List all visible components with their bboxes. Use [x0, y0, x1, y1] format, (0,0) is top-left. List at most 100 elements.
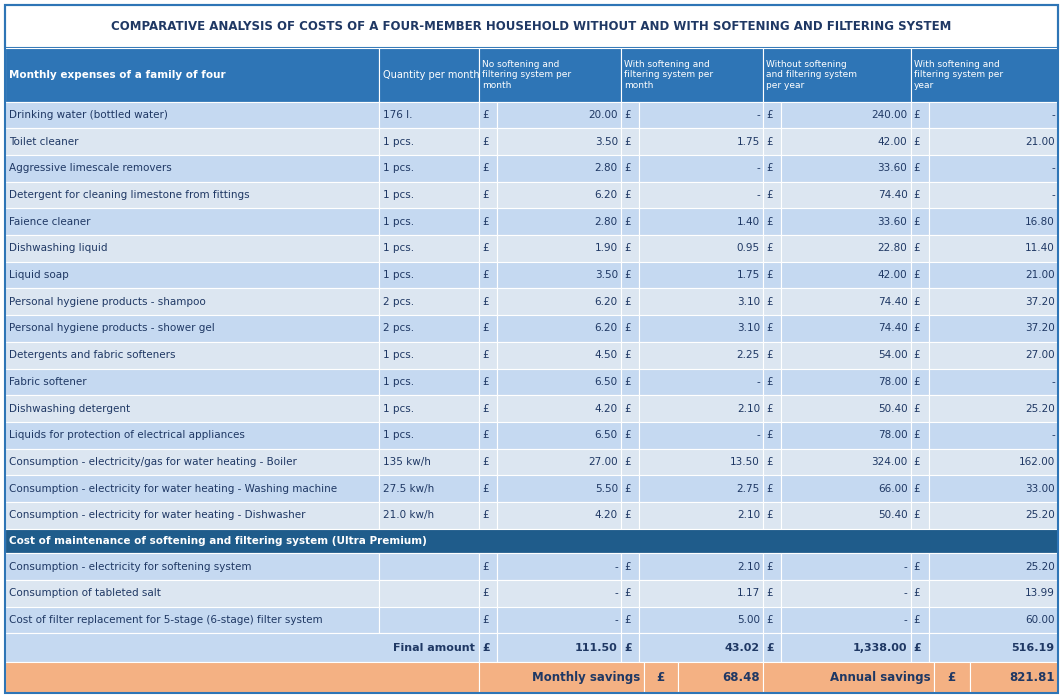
Bar	[781, 262, 911, 288]
Bar	[763, 580, 781, 607]
Text: 1.17: 1.17	[737, 588, 760, 598]
Text: £: £	[482, 110, 489, 120]
Bar	[5, 528, 1058, 554]
Text: Detergent for cleaning limestone from fittings: Detergent for cleaning limestone from fi…	[10, 190, 250, 200]
Bar	[496, 422, 621, 449]
Text: 2 pcs.: 2 pcs.	[383, 297, 415, 306]
Bar	[378, 342, 478, 369]
Bar	[478, 262, 496, 288]
Text: £: £	[624, 403, 630, 413]
Bar	[621, 475, 639, 502]
Text: Faience cleaner: Faience cleaner	[10, 216, 90, 227]
Bar	[5, 208, 378, 235]
Text: Personal hygiene products - shower gel: Personal hygiene products - shower gel	[10, 323, 215, 334]
Bar	[929, 128, 1058, 155]
Text: £: £	[624, 216, 630, 227]
Text: £: £	[914, 403, 921, 413]
Text: £: £	[482, 350, 489, 360]
Text: £: £	[766, 270, 773, 280]
Text: 1.90: 1.90	[594, 244, 618, 253]
Bar	[929, 342, 1058, 369]
Text: 68.48: 68.48	[723, 671, 760, 684]
Text: -: -	[756, 430, 760, 440]
Text: 33.60: 33.60	[878, 216, 908, 227]
Bar	[639, 554, 763, 580]
Text: £: £	[914, 588, 921, 598]
Bar	[478, 181, 496, 208]
Bar	[763, 475, 781, 502]
Text: Consumption of tableted salt: Consumption of tableted salt	[10, 588, 162, 598]
Text: Without softening
and filtering system
per year: Without softening and filtering system p…	[766, 60, 858, 90]
Bar	[781, 208, 911, 235]
Text: 1.75: 1.75	[737, 270, 760, 280]
Bar	[639, 155, 763, 181]
Bar	[911, 422, 929, 449]
Bar	[639, 235, 763, 262]
Text: Aggressive limescale removers: Aggressive limescale removers	[10, 163, 172, 173]
Bar	[378, 288, 478, 315]
Text: £: £	[914, 110, 921, 120]
Bar	[378, 607, 478, 634]
Text: £: £	[657, 671, 665, 684]
Text: £: £	[624, 457, 630, 467]
Text: £: £	[766, 216, 773, 227]
Text: 6.50: 6.50	[594, 377, 618, 387]
Bar	[496, 315, 621, 342]
Text: 42.00: 42.00	[878, 137, 908, 147]
Text: £: £	[914, 350, 921, 360]
Bar	[378, 369, 478, 395]
Text: £: £	[914, 190, 921, 200]
Bar	[5, 315, 378, 342]
Text: £: £	[482, 430, 489, 440]
Bar	[763, 315, 781, 342]
Bar	[621, 580, 639, 607]
Bar	[496, 128, 621, 155]
Bar	[478, 288, 496, 315]
Text: £: £	[624, 562, 630, 572]
Bar	[639, 449, 763, 475]
Text: 2.10: 2.10	[737, 510, 760, 520]
Bar	[621, 235, 639, 262]
Bar	[5, 5, 1058, 7]
Text: 176 l.: 176 l.	[383, 110, 412, 120]
Bar	[621, 101, 639, 128]
Bar	[621, 369, 639, 395]
Text: 2.75: 2.75	[737, 484, 760, 493]
Bar	[929, 101, 1058, 128]
Text: £: £	[482, 562, 489, 572]
Bar	[639, 208, 763, 235]
Text: 2.10: 2.10	[737, 403, 760, 413]
Bar	[929, 288, 1058, 315]
Text: Monthly savings: Monthly savings	[533, 671, 641, 684]
Bar	[478, 235, 496, 262]
Text: 6.50: 6.50	[594, 430, 618, 440]
Text: £: £	[624, 510, 630, 520]
Bar	[378, 128, 478, 155]
Bar	[781, 181, 911, 208]
Text: 78.00: 78.00	[878, 430, 908, 440]
Bar	[929, 554, 1058, 580]
Bar	[621, 422, 639, 449]
Text: 43.02: 43.02	[725, 643, 760, 653]
Text: -: -	[756, 163, 760, 173]
Text: 22.80: 22.80	[878, 244, 908, 253]
Bar	[781, 101, 911, 128]
Bar	[378, 181, 478, 208]
Bar	[478, 128, 496, 155]
Text: 37.20: 37.20	[1025, 297, 1054, 306]
Text: £: £	[624, 297, 630, 306]
Bar	[5, 48, 378, 101]
Bar	[478, 662, 644, 693]
Text: 13.50: 13.50	[730, 457, 760, 467]
Bar	[5, 554, 378, 580]
Text: 3.50: 3.50	[594, 137, 618, 147]
Text: -: -	[1051, 190, 1054, 200]
Bar	[496, 262, 621, 288]
Bar	[929, 580, 1058, 607]
Bar	[621, 181, 639, 208]
Bar	[763, 449, 781, 475]
Text: 1 pcs.: 1 pcs.	[383, 244, 415, 253]
Bar	[496, 449, 621, 475]
Bar	[621, 208, 639, 235]
Bar	[929, 475, 1058, 502]
